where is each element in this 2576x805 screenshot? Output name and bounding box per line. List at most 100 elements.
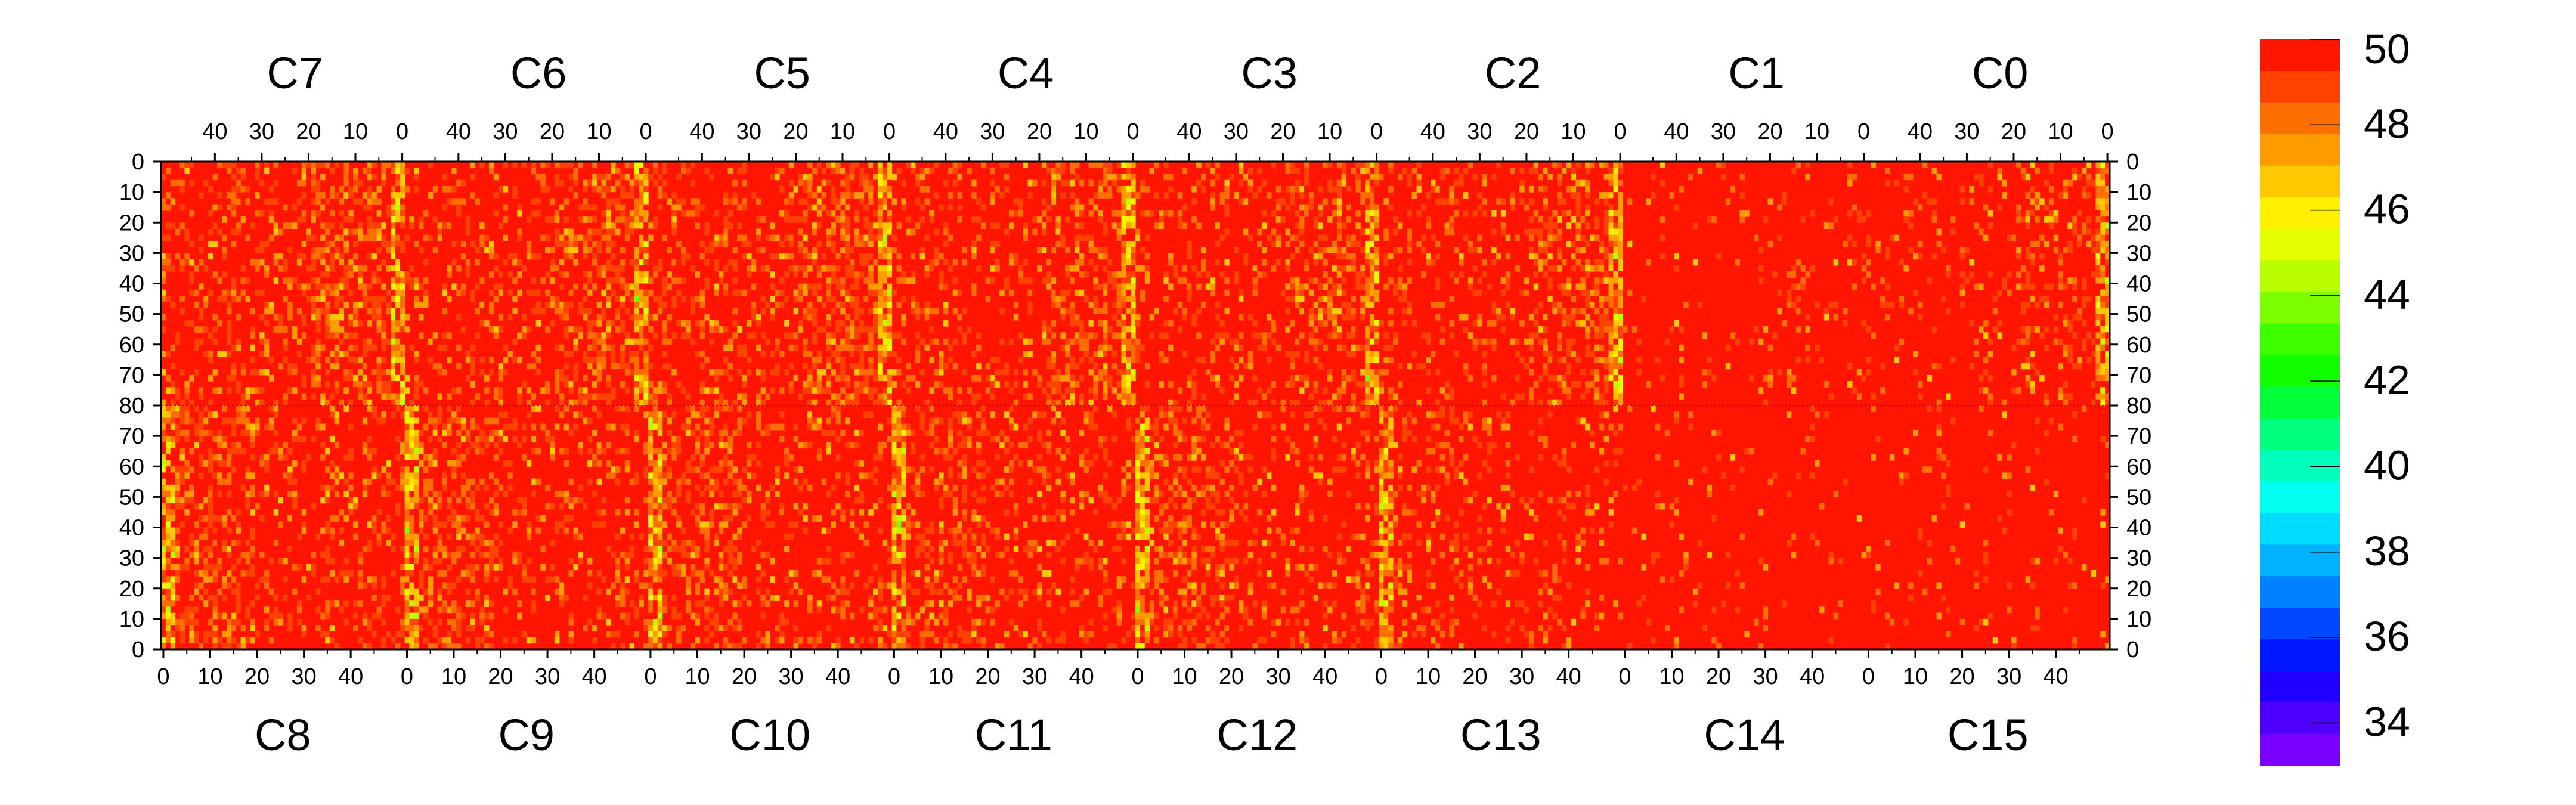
- heatmap-cell: [320, 484, 326, 491]
- heatmap-cell: [175, 357, 181, 364]
- heatmap-cell: [456, 454, 462, 461]
- heatmap-cell: [353, 533, 358, 540]
- heatmap-cell: [320, 576, 326, 583]
- heatmap-cell: [479, 320, 485, 327]
- heatmap-cell: [629, 552, 635, 559]
- heatmap-cell: [844, 216, 850, 223]
- heatmap-cell: [423, 515, 429, 522]
- heatmap-cell: [667, 503, 672, 510]
- heatmap-cell: [648, 466, 654, 473]
- heatmap-cell: [882, 625, 888, 631]
- heatmap-cell: [648, 436, 654, 442]
- heatmap-cell: [793, 295, 798, 302]
- heatmap-cell: [362, 381, 368, 388]
- heatmap-cell: [840, 320, 846, 327]
- heatmap-cell: [578, 302, 583, 308]
- heatmap-cell: [620, 265, 626, 272]
- heatmap-cell: [367, 253, 373, 260]
- heatmap-cell: [578, 558, 583, 565]
- heatmap-cell: [460, 454, 466, 461]
- heatmap-cell: [906, 357, 911, 364]
- heatmap-cell: [381, 393, 386, 400]
- heatmap-cell: [727, 466, 733, 473]
- heatmap-cell: [175, 405, 181, 412]
- heatmap-cell: [877, 350, 883, 357]
- heatmap-cell: [404, 491, 410, 497]
- heatmap-cell: [320, 631, 326, 638]
- heatmap-cell: [877, 527, 883, 534]
- heatmap-cell: [732, 320, 738, 327]
- heatmap-cell: [264, 198, 270, 205]
- heatmap-cell: [442, 423, 447, 431]
- heatmap-cell: [189, 594, 194, 601]
- heatmap-cell: [507, 259, 513, 266]
- heatmap-cell: [704, 429, 710, 436]
- heatmap-cell: [685, 320, 691, 327]
- heatmap-cell: [652, 625, 658, 631]
- heatmap-cell: [671, 411, 677, 419]
- heatmap-cell: [643, 374, 649, 382]
- heatmap-cell: [770, 222, 775, 230]
- heatmap-cell: [315, 357, 321, 364]
- heatmap-cell: [315, 179, 321, 187]
- heatmap-cell: [451, 387, 457, 394]
- heatmap-cell: [863, 234, 869, 242]
- heatmap-cell: [657, 472, 663, 479]
- heatmap-cell: [723, 369, 729, 376]
- heatmap-cell: [671, 259, 677, 266]
- heatmap-cell: [390, 332, 396, 339]
- heatmap-cell: [901, 295, 906, 302]
- heatmap-cell: [296, 259, 302, 266]
- heatmap-cell: [283, 393, 288, 400]
- heatmap-cell: [568, 503, 574, 510]
- heatmap-cell: [564, 460, 569, 467]
- heatmap-cell: [699, 491, 705, 497]
- heatmap-cell: [667, 558, 672, 565]
- heatmap-cell: [175, 393, 181, 400]
- heatmap-cell: [634, 521, 639, 528]
- heatmap-cell: [165, 582, 171, 589]
- heatmap-cell: [704, 314, 710, 321]
- heatmap-cell: [634, 314, 639, 321]
- heatmap-cell: [639, 302, 644, 308]
- heatmap-cell: [395, 374, 401, 382]
- heatmap-cell: [451, 625, 457, 631]
- heatmap-cell: [339, 308, 344, 315]
- heatmap-cell: [648, 417, 654, 425]
- heatmap-cell: [357, 369, 363, 376]
- heatmap-cell: [442, 332, 447, 339]
- heatmap-cell: [844, 588, 850, 595]
- heatmap-cell: [868, 393, 874, 400]
- heatmap-cell: [639, 344, 644, 351]
- heatmap-cell: [343, 283, 349, 290]
- heatmap-cell: [643, 222, 649, 230]
- heatmap-cell: [718, 442, 724, 449]
- heatmap-cell: [803, 363, 808, 370]
- heatmap-cell: [475, 247, 480, 253]
- heatmap-cell: [161, 411, 166, 419]
- heatmap-cell: [596, 240, 602, 247]
- heatmap-cell: [165, 594, 171, 601]
- heatmap-cell: [615, 466, 621, 473]
- heatmap-cell: [596, 228, 602, 236]
- heatmap-cell: [315, 332, 321, 339]
- heatmap-cell: [877, 179, 883, 187]
- heatmap-cell: [503, 162, 508, 168]
- heatmap-cell: [751, 259, 757, 266]
- heatmap-cell: [742, 582, 747, 589]
- heatmap-cell: [676, 381, 682, 388]
- heatmap-cell: [460, 326, 466, 333]
- heatmap-cell: [273, 399, 278, 406]
- heatmap-cell: [371, 179, 377, 187]
- heatmap-cell: [652, 497, 658, 504]
- heatmap-cell: [451, 222, 457, 230]
- heatmap-cell: [554, 521, 560, 528]
- heatmap-cell: [680, 527, 686, 534]
- heatmap-cell: [680, 454, 686, 461]
- heatmap-cell: [203, 612, 209, 620]
- heatmap-cell: [470, 478, 475, 485]
- heatmap-cell: [456, 198, 462, 205]
- heatmap-cell: [175, 429, 181, 436]
- heatmap-cell: [634, 369, 639, 376]
- heatmap-cell: [652, 478, 658, 485]
